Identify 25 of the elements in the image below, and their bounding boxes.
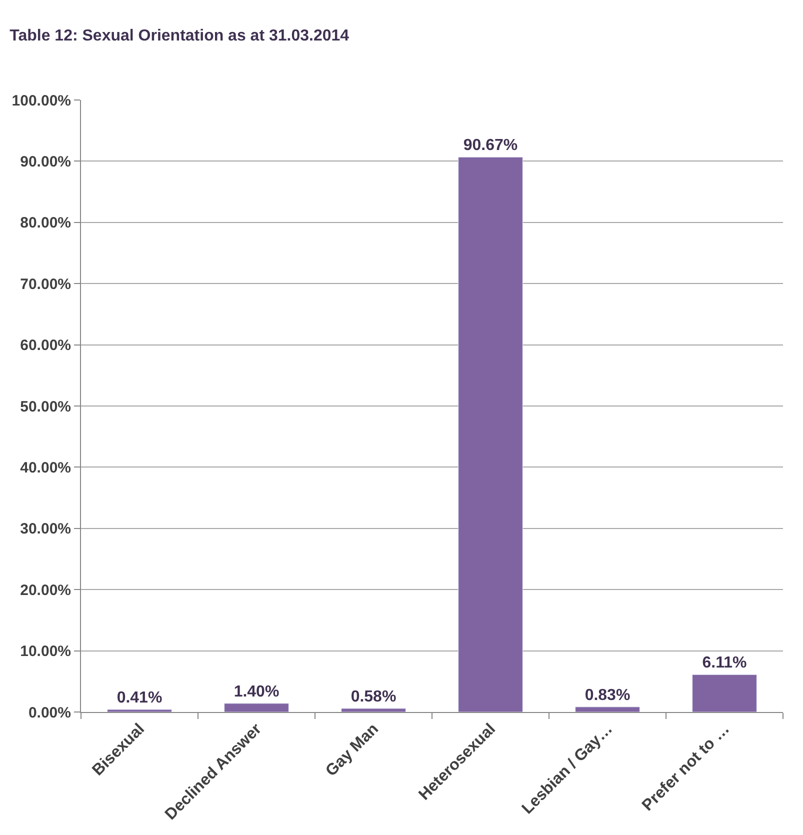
bar xyxy=(458,156,523,712)
bar xyxy=(341,708,406,712)
data-label: 0.83% xyxy=(584,686,630,704)
bar xyxy=(224,703,289,712)
bar xyxy=(575,706,640,712)
data-label: 6.11% xyxy=(702,654,747,672)
y-tick-label: 10.00% xyxy=(20,643,71,660)
x-tick-label: Gay Man xyxy=(322,720,382,780)
y-tick-label: 30.00% xyxy=(20,520,71,538)
bar xyxy=(107,709,172,712)
chart-title: Table 12: Sexual Orientation as at 31.03.2014 xyxy=(10,27,350,44)
y-tick-label: 50.00% xyxy=(20,398,71,416)
y-tick-label: 70.00% xyxy=(20,276,71,293)
data-label: 0.41% xyxy=(116,689,162,706)
bar xyxy=(692,674,757,712)
data-label: 90.67% xyxy=(463,137,518,154)
y-tick-label: 40.00% xyxy=(20,459,71,476)
y-tick-label: 0.00% xyxy=(28,704,71,722)
data-label: 0.58% xyxy=(350,688,396,706)
y-tick-label: 20.00% xyxy=(20,582,71,599)
y-tick-label: 90.00% xyxy=(20,153,71,170)
y-tick-label: 60.00% xyxy=(20,337,71,354)
y-tick-label: 100.00% xyxy=(12,92,71,110)
data-label: 1.40% xyxy=(234,683,280,700)
y-tick-label: 80.00% xyxy=(20,214,71,232)
